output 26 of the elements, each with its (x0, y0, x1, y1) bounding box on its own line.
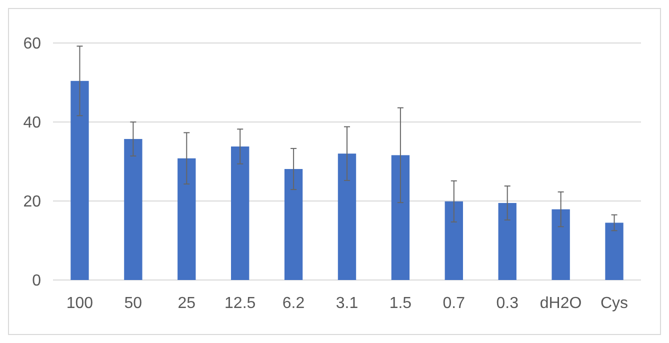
bar (391, 155, 410, 280)
y-tick-label: 0 (32, 272, 42, 290)
y-tick-label: 60 (23, 36, 42, 53)
bar (605, 222, 624, 280)
x-tick-label: 1.5 (389, 295, 412, 312)
y-tick-label: 20 (23, 194, 42, 211)
bar (178, 158, 196, 280)
bar (552, 209, 570, 280)
bar (338, 154, 356, 280)
y-tick-label: 40 (23, 114, 42, 132)
x-tick-label: 25 (178, 295, 196, 312)
x-tick-label: 0.3 (496, 295, 519, 312)
bar (284, 169, 303, 280)
x-tick-label: 100 (66, 295, 94, 312)
bar (70, 80, 89, 280)
x-tick-label: 12.5 (224, 295, 256, 312)
x-tick-label: 3.1 (336, 295, 358, 312)
x-tick-label: dH2O (540, 295, 582, 312)
x-tick-label: 50 (124, 295, 142, 312)
bar (498, 202, 516, 280)
x-tick-label: Cys (600, 295, 628, 312)
bar (231, 146, 250, 280)
x-tick-label: 6.2 (282, 295, 305, 312)
x-tick-label: 0.7 (442, 295, 466, 312)
bar (444, 201, 463, 280)
bar (124, 138, 142, 280)
